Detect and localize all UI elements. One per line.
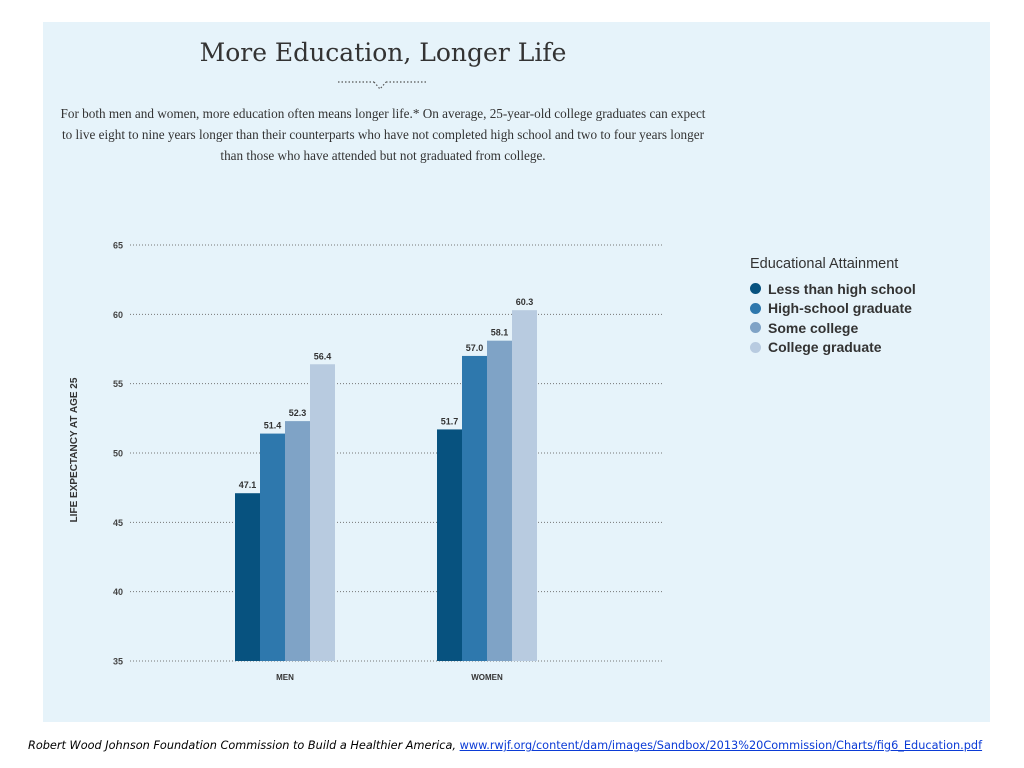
legend-item-some-college: Some college [750,318,916,338]
y-tick-label: 40 [113,587,123,597]
bar-men-college-graduate [310,364,335,661]
data-label: 51.7 [441,416,459,426]
legend-item-less-than-high-school: Less than high school [750,279,916,299]
data-label: 52.3 [289,408,307,418]
legend-label: Less than high school [768,280,916,297]
legend-label: Some college [768,319,859,336]
y-tick-label: 65 [113,241,123,251]
bar-women-some-college [487,340,512,661]
y-axis-label: LIFE EXPECTANCY AT AGE 25 [69,377,80,522]
data-label: 56.4 [314,351,332,361]
bar-men-some-college [285,421,310,661]
legend-item-high-school-graduate: High-school graduate [750,299,916,319]
x-tick-labels: MEN WOMEN [276,673,503,682]
source-link[interactable]: www.rwjf.org/content/dam/images/Sandbox/… [459,739,983,752]
x-tick-label: MEN [276,673,294,682]
chart-title: More Education, Longer Life [199,38,567,67]
y-tick-labels: 35 40 45 50 55 60 65 [113,241,123,667]
y-tick-label: 45 [113,518,123,528]
legend-label: High-school graduate [768,300,912,317]
source-text: Robert Wood Johnson Foundation Commissio… [28,739,456,752]
x-tick-label: WOMEN [471,673,503,682]
data-label: 47.1 [239,480,257,490]
y-tick-label: 35 [113,657,123,667]
bar-women-high-school-graduate [462,355,487,661]
y-tick-label: 50 [113,449,123,459]
data-label: 58.1 [491,328,509,338]
gridlines [130,244,664,662]
data-label: 57.0 [466,343,484,353]
bar-men-high-school-graduate [260,433,285,661]
legend: Educational Attainment Less than high sc… [750,256,916,357]
legend-swatch [750,302,761,314]
bar-men-less-than-high-school [235,493,260,661]
legend-item-college-graduate: College graduate [750,338,916,358]
legend-swatch [750,322,761,334]
bars [235,310,537,661]
bar-women-less-than-high-school [437,429,462,661]
chart-subtitle: For both men and women, more education o… [60,106,706,163]
legend-swatch [750,341,761,353]
legend-swatch [750,283,761,295]
y-tick-label: 60 [113,310,123,320]
data-label: 60.3 [516,297,534,307]
title-divider [338,81,428,90]
source-citation: Robert Wood Johnson Foundation Commissio… [28,739,1008,752]
bar-women-college-graduate [512,310,537,661]
data-label: 51.4 [264,421,282,431]
y-tick-label: 55 [113,379,123,389]
legend-label: College graduate [768,339,882,356]
legend-title: Educational Attainment [750,256,899,272]
data-labels: 47.1 51.4 52.3 56.4 51.7 57.0 58.1 60.3 [239,297,534,490]
